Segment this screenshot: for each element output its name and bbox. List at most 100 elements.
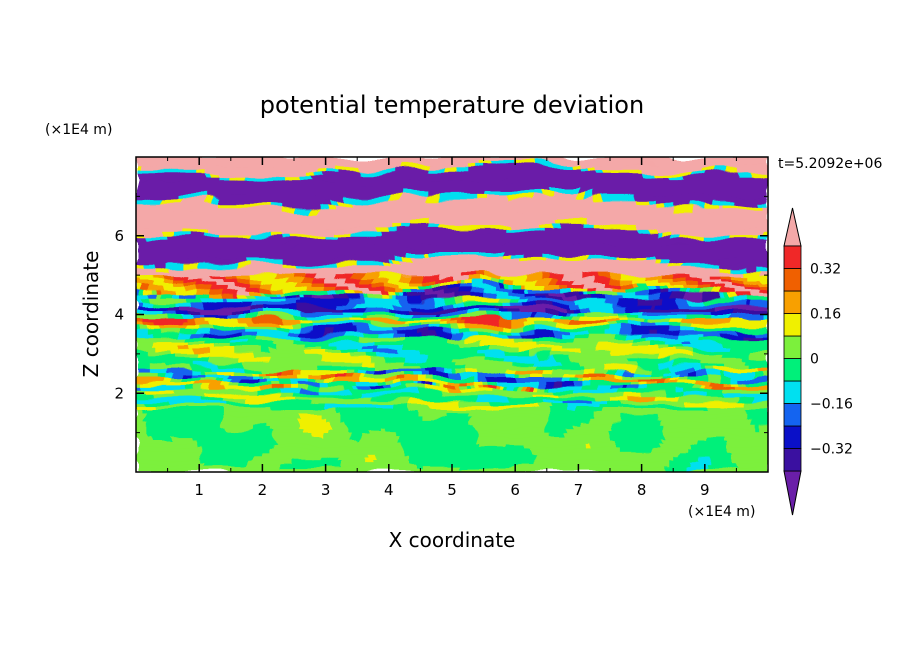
x-tick-label: 1 [194,481,204,499]
contour-cell [534,385,540,390]
contour-cell [475,164,485,170]
contour-cell [752,397,768,402]
contour-cell [163,377,173,383]
contour-cell [515,160,540,166]
contour-cell [242,365,263,371]
contour-cell [203,314,228,320]
contour-cell [436,294,457,300]
contour-cell [341,168,362,174]
contour-cell [136,188,548,194]
contour-cell [598,290,619,296]
contour-cell [242,361,362,367]
contour-cell [183,373,192,379]
contour-cell [428,357,453,363]
contour-cell [661,369,674,375]
contour-cell [147,369,165,375]
contour-cell [361,346,378,351]
contour-cell [448,322,461,327]
contour-cell [294,369,303,375]
contour-cell [534,330,556,335]
contour-cell [151,275,165,280]
contour-cell [388,196,402,201]
contour-cell [534,342,599,347]
contour-cell [436,279,453,284]
contour-cell [732,298,745,304]
contour-cell [685,389,726,394]
contour-cell [270,444,406,449]
contour-cell [732,235,761,241]
contour-cell [179,346,192,351]
contour-cell [633,283,639,288]
contour-cell [258,373,263,379]
contour-cell [136,255,398,260]
contour-cell [215,369,232,375]
contour-cell [278,322,291,327]
contour-cell [455,369,469,375]
contour-cell [708,460,734,465]
contour-cell [136,397,200,402]
contour-cell [278,381,291,386]
contour-cell [633,200,651,205]
contour-cell [689,275,710,280]
contour-cell [290,381,299,386]
contour-cell [159,290,177,296]
contour-cell [136,365,149,371]
contour-cell [136,369,149,375]
contour-cell [404,373,414,379]
contour-cell [167,314,181,320]
contour-cell [238,294,248,300]
contour-cell [345,385,354,390]
contour-cell [760,279,768,284]
contour-cell [222,294,236,300]
contour-cell [246,464,283,469]
contour-cell [696,440,730,446]
contour-cell [376,227,390,233]
contour-cell [143,412,224,418]
contour-cell [499,310,508,316]
contour-cell [594,369,607,375]
contour-cell [463,283,473,288]
contour-cell [203,373,228,379]
contour-cell [728,294,737,300]
contour-cell [353,330,398,335]
contour-cell [262,279,287,284]
contour-cell [136,349,149,355]
contour-cell [301,279,315,284]
contour-field [136,157,768,472]
contour-cell [365,456,378,461]
contour-cell [681,263,722,268]
contour-cell [353,373,362,379]
contour-cell [554,334,564,339]
contour-cell [345,432,370,438]
contour-cell [471,330,500,335]
contour-cell [250,290,263,296]
contour-cell [487,385,497,390]
contour-cell [617,389,678,394]
contour-cell [700,338,768,343]
contour-cell [507,373,516,379]
contour-cell [226,298,287,304]
contour-cell [183,227,208,233]
contour-cell [396,377,406,383]
contour-cell [448,412,469,418]
contour-cell [669,365,702,371]
contour-cell [554,318,572,323]
contour-cell [452,326,461,331]
contour-cell [681,397,737,402]
contour-cell [424,275,441,280]
contour-cell [400,290,406,296]
contour-cell [163,231,177,237]
contour-cell [554,220,587,225]
contour-cell [136,448,204,453]
contour-cell [613,334,627,339]
contour-cell [665,464,686,469]
colorbar-label: 0.32 [810,262,841,278]
contour-cell [175,389,256,394]
contour-cell [764,231,768,237]
contour-cell [610,385,623,390]
contour-cell [606,326,619,331]
contour-cell [531,452,678,457]
contour-cell [558,361,579,367]
contour-cell [507,334,520,339]
